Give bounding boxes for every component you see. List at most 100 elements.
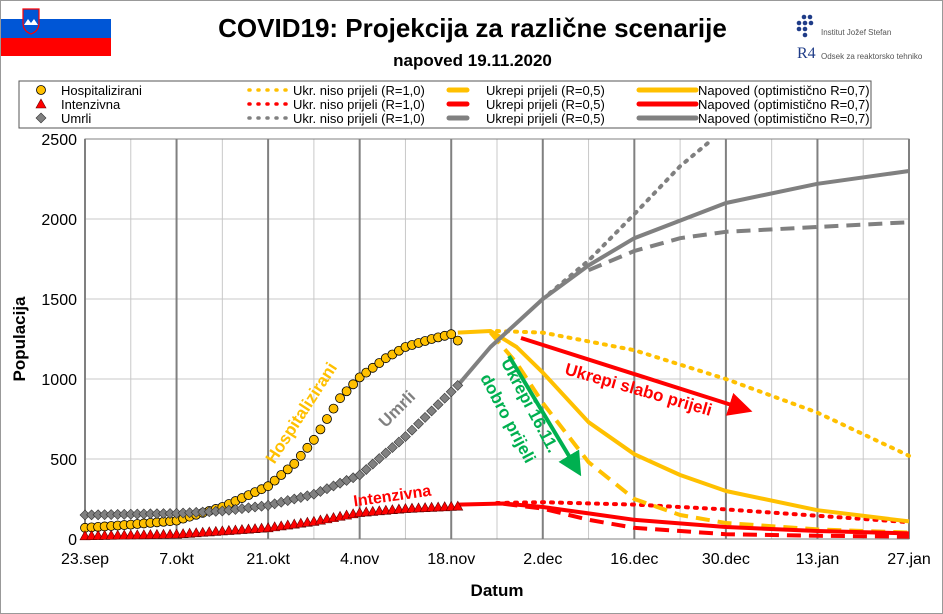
legend-label: Intenzivna [61,97,121,112]
data-point [269,475,280,486]
legend-label: Ukr. niso prijeli (R=1,0) [293,111,425,126]
x-tick-label: 7.okt [159,551,194,568]
legend-label: Napoved (optimistično R=0,7) [698,97,870,112]
data-point [400,431,411,443]
legend-label: Napoved (optimistično R=0,7) [698,83,870,98]
series-line-9 [457,329,910,524]
data-point [354,469,366,481]
legend-box [18,80,872,129]
legend-label: Ukrepi prijeli (R=0,5) [486,111,605,126]
series-line-7 [503,501,910,539]
legend-marker [36,85,46,95]
data-point [282,464,293,475]
series-markers-umrli [79,379,464,521]
data-point [446,329,457,340]
y-tick-label: 0 [68,532,77,549]
r4-logo-text: Odsek za reaktorsko tehniko [821,52,923,61]
data-point [432,399,444,411]
legend-item: Ukr. niso prijeli (R=1,0) [247,111,425,126]
legend-label: Umrli [61,111,91,126]
data-point [361,367,372,378]
y-tick-label: 500 [50,452,77,469]
y-tick-label: 2000 [41,212,77,229]
x-axis-label: Datum [471,581,524,600]
x-tick-label: 13.jan [796,551,840,568]
legend: Hospitalizirani Ukr. niso prijeli (R=1,0)… [18,80,872,129]
data-point [276,470,287,480]
chart-subtitle: napoved 19.11.2020 [393,51,552,70]
y-axis-label: Populacija [10,296,29,382]
data-point [322,414,332,424]
data-point [354,372,365,383]
legend-item: Ukr. niso prijeli (R=1,0) [247,83,425,98]
legend-item: Ukrepi prijeli (R=0,5) [446,111,605,126]
data-point [452,379,464,391]
legend-item: Napoved (optimistično R=0,7) [636,83,870,98]
legend-item: Ukrepi prijeli (R=0,5) [446,97,605,112]
data-point [367,362,378,373]
legend-item: Ukr. niso prijeli (R=1,0) [247,97,425,112]
data-point [406,424,418,436]
ijs-logo-text: Institut Jožef Stefan [821,28,892,37]
legend-label: Napoved (optimistično R=0,7) [698,111,870,126]
data-point [360,464,372,475]
data-point [374,358,385,368]
label-umrli: Umrli [375,387,419,431]
data-point [419,411,431,423]
x-tick-label: 21.okt [246,551,290,568]
data-point [315,424,326,435]
x-tick-label: 18.nov [427,551,475,568]
series-line-10 [457,501,910,536]
legend-marker [35,98,47,109]
x-tick-label: 2.dec [523,551,562,568]
data-point [413,418,424,430]
data-point [341,386,352,397]
data-point [328,403,339,414]
arrow-slabo [520,336,753,416]
series-line-4 [495,500,911,525]
x-tick-label: 23.sep [61,551,109,568]
data-point [289,458,300,469]
x-tick-label: 27.jan [887,551,931,568]
data-point [263,481,274,492]
legend-label: Ukrepi prijeli (R=0,5) [486,83,605,98]
y-tick-label: 1000 [41,372,77,389]
data-point [335,393,345,404]
chart-title: COVID19: Projekcija za različne scenarij… [218,13,727,43]
series-line-3 [495,329,911,458]
series-markers-intenzivna [79,500,464,541]
legend-item: Umrli [35,111,91,126]
x-tick-label: 16.dec [610,551,658,568]
arrow-dobro [507,354,582,477]
data-point [367,458,379,470]
data-point [452,500,464,511]
series-markers-hospitalizirani [80,329,463,533]
series-line-11 [456,169,910,387]
data-point [386,442,398,453]
legend-item: Intenzivna [35,97,121,112]
data-point [308,434,319,445]
legend-item: Napoved (optimistično R=0,7) [636,111,870,126]
data-point [452,335,463,346]
x-tick-label: 30.dec [702,551,750,568]
legend-label: Ukr. niso prijeli (R=1,0) [293,83,425,98]
legend-label: Ukrepi prijeli (R=0,5) [486,97,605,112]
series-line-6 [488,331,910,535]
legend-marker [35,112,47,124]
data-point [302,442,313,453]
label-hospitalizirani: Hospitalizirani [262,359,341,467]
data-point [393,436,405,448]
plot-area [84,138,910,540]
data-point [439,392,451,404]
x-tick-label: 4.nov [340,551,379,568]
data-point [445,386,457,398]
data-point [426,405,438,417]
legend-label: Hospitalizirani [61,83,142,98]
data-point [348,379,359,390]
data-point [295,450,306,461]
legend-item: Ukrepi prijeli (R=0,5) [446,83,605,98]
legend-label: Ukr. niso prijeli (R=1,0) [293,97,425,112]
data-point [380,447,392,459]
